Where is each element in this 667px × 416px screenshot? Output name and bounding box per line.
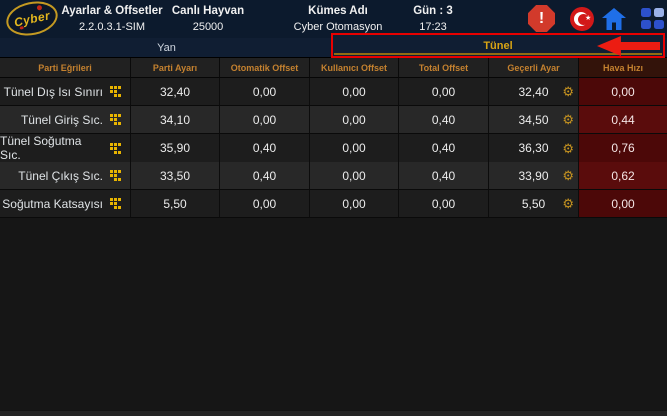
cell-hava-hizi: 0,76 [579, 134, 667, 163]
gear-icon[interactable]: ⚙ [562, 168, 574, 183]
cell-hava-hizi: 0,00 [579, 190, 667, 218]
row-label-cell[interactable]: Tünel Giriş Sıc. [0, 106, 131, 134]
row-label: Soğutma Katsayısı [2, 196, 103, 211]
apps-grid-icon[interactable] [641, 8, 664, 29]
alert-glyph: ! [538, 9, 545, 27]
clock-value: 17:23 [419, 21, 447, 33]
cell-parti-ayari: 5,50 [131, 190, 220, 218]
cell-hava-hizi: 0,62 [579, 162, 667, 190]
cell-gecerli-ayar: 33,90 ⚙ [489, 162, 579, 190]
cell-total-offset: 0,40 [399, 162, 489, 190]
table-header-row: Parti Eğrileri Parti Ayarı Otomatik Offs… [0, 58, 667, 78]
row-label-cell[interactable]: Tünel Dış Isı Sınırı [0, 78, 131, 106]
cell-kullanici-offset: 0,00 [310, 106, 399, 134]
page-title: Ayarlar & Offsetler [61, 5, 163, 17]
gear-icon[interactable]: ⚙ [562, 196, 574, 211]
tab-tunel[interactable]: Tünel [331, 33, 665, 58]
curve-chart-icon[interactable] [110, 170, 121, 181]
cell-parti-ayari: 35,90 [131, 134, 220, 163]
house-name-value: Cyber Otomasyon [293, 21, 383, 33]
cell-otomatik-offset: 0,00 [220, 78, 310, 106]
grid-tile [641, 8, 651, 17]
cell-kullanici-offset: 0,00 [310, 162, 399, 190]
tab-tunel-underline [334, 53, 662, 55]
column-header-total-offset: Total Offset [399, 58, 489, 78]
cell-hava-hizi: 0,44 [579, 106, 667, 134]
tab-yan[interactable]: Yan [0, 38, 333, 58]
house-name-label: Kümes Adı [308, 5, 368, 17]
gecerli-value: 36,30 [518, 141, 549, 155]
tab-tunel-label: Tünel [483, 39, 513, 52]
cell-otomatik-offset: 0,00 [220, 106, 310, 134]
cell-otomatik-offset: 0,40 [220, 134, 310, 163]
live-animal-label: Canlı Hayvan [171, 5, 245, 17]
grid-tile [654, 20, 664, 29]
table-row: Tünel Soğutma Sıc. 35,90 0,40 0,00 0,40 … [0, 134, 667, 163]
row-label-cell[interactable]: Tünel Soğutma Sıc. [0, 134, 131, 163]
app-version: 2.2.0.3.1-SIM [78, 21, 146, 33]
gecerli-value: 33,90 [518, 168, 549, 183]
column-header-parti-ayari: Parti Ayarı [131, 58, 220, 78]
cell-otomatik-offset: 0,00 [220, 190, 310, 218]
row-label-cell[interactable]: Soğutma Katsayısı [0, 190, 131, 218]
column-header-parti-egrileri: Parti Eğrileri [0, 58, 131, 78]
row-label: Tünel Soğutma Sıc. [0, 134, 82, 162]
column-header-hava-hizi: Hava Hızı [579, 58, 667, 78]
row-label: Tünel Giriş Sıc. [20, 112, 103, 127]
cell-gecerli-ayar: 5,50 ⚙ [489, 190, 579, 218]
home-icon[interactable] [601, 7, 627, 31]
table-row: Tünel Dış Isı Sınırı 32,40 0,00 0,00 0,0… [0, 78, 667, 106]
gecerli-value: 5,50 [521, 196, 546, 211]
grid-tile [641, 20, 651, 29]
table-row: Tünel Çıkış Sıc. 33,50 0,40 0,00 0,40 33… [0, 162, 667, 190]
grid-tile [654, 8, 664, 17]
gear-icon[interactable]: ⚙ [562, 112, 574, 127]
logo-accent [19, 25, 24, 30]
turkish-flag-icon[interactable]: ★ [570, 7, 594, 31]
curve-chart-icon[interactable] [110, 198, 121, 209]
table-row: Soğutma Katsayısı 5,50 0,00 0,00 0,00 5,… [0, 190, 667, 218]
alert-icon[interactable]: ! [528, 5, 555, 32]
gear-icon[interactable]: ⚙ [562, 140, 574, 156]
live-animal-value: 25000 [192, 21, 224, 33]
table-row: Tünel Giriş Sıc. 34,10 0,00 0,00 0,40 34… [0, 106, 667, 134]
curve-chart-icon[interactable] [110, 86, 121, 97]
gecerli-value: 32,40 [518, 84, 549, 99]
column-header-kullanici-offset: Kullanıcı Offset [310, 58, 399, 78]
row-label: Tünel Dış Isı Sınırı [3, 84, 103, 99]
cell-parti-ayari: 32,40 [131, 78, 220, 106]
gecerli-value: 34,50 [518, 112, 549, 127]
cell-total-offset: 0,40 [399, 134, 489, 163]
gear-icon[interactable]: ⚙ [562, 84, 574, 99]
offsets-table: Parti Eğrileri Parti Ayarı Otomatik Offs… [0, 58, 667, 218]
cell-gecerli-ayar: 34,50 ⚙ [489, 106, 579, 134]
cell-otomatik-offset: 0,40 [220, 162, 310, 190]
day-label: Gün : 3 [413, 5, 453, 17]
cell-gecerli-ayar: 32,40 ⚙ [489, 78, 579, 106]
column-header-otomatik-offset: Otomatik Offset [220, 58, 310, 78]
cell-total-offset: 0,00 [399, 190, 489, 218]
row-label-cell[interactable]: Tünel Çıkış Sıc. [0, 162, 131, 190]
flag-crescent-cut [578, 13, 589, 25]
cell-total-offset: 0,00 [399, 78, 489, 106]
curve-chart-icon[interactable] [110, 142, 121, 154]
curve-chart-icon[interactable] [110, 114, 121, 125]
cell-kullanici-offset: 0,00 [310, 78, 399, 106]
cell-total-offset: 0,40 [399, 106, 489, 134]
row-label: Tünel Çıkış Sıc. [18, 168, 103, 183]
bottom-edge [0, 411, 667, 416]
flag-star: ★ [585, 15, 592, 22]
tab-yan-label: Yan [157, 42, 176, 54]
cell-parti-ayari: 33,50 [131, 162, 220, 190]
top-bar: Cyber Ayarlar & Offsetler 2.2.0.3.1-SIM … [0, 0, 667, 41]
cell-gecerli-ayar: 36,30 ⚙ [489, 134, 579, 163]
cell-kullanici-offset: 0,00 [310, 190, 399, 218]
cell-hava-hizi: 0,00 [579, 78, 667, 106]
column-header-gecerli-ayar: Geçerli Ayar [489, 58, 579, 78]
cell-parti-ayari: 34,10 [131, 106, 220, 134]
cell-kullanici-offset: 0,00 [310, 134, 399, 163]
